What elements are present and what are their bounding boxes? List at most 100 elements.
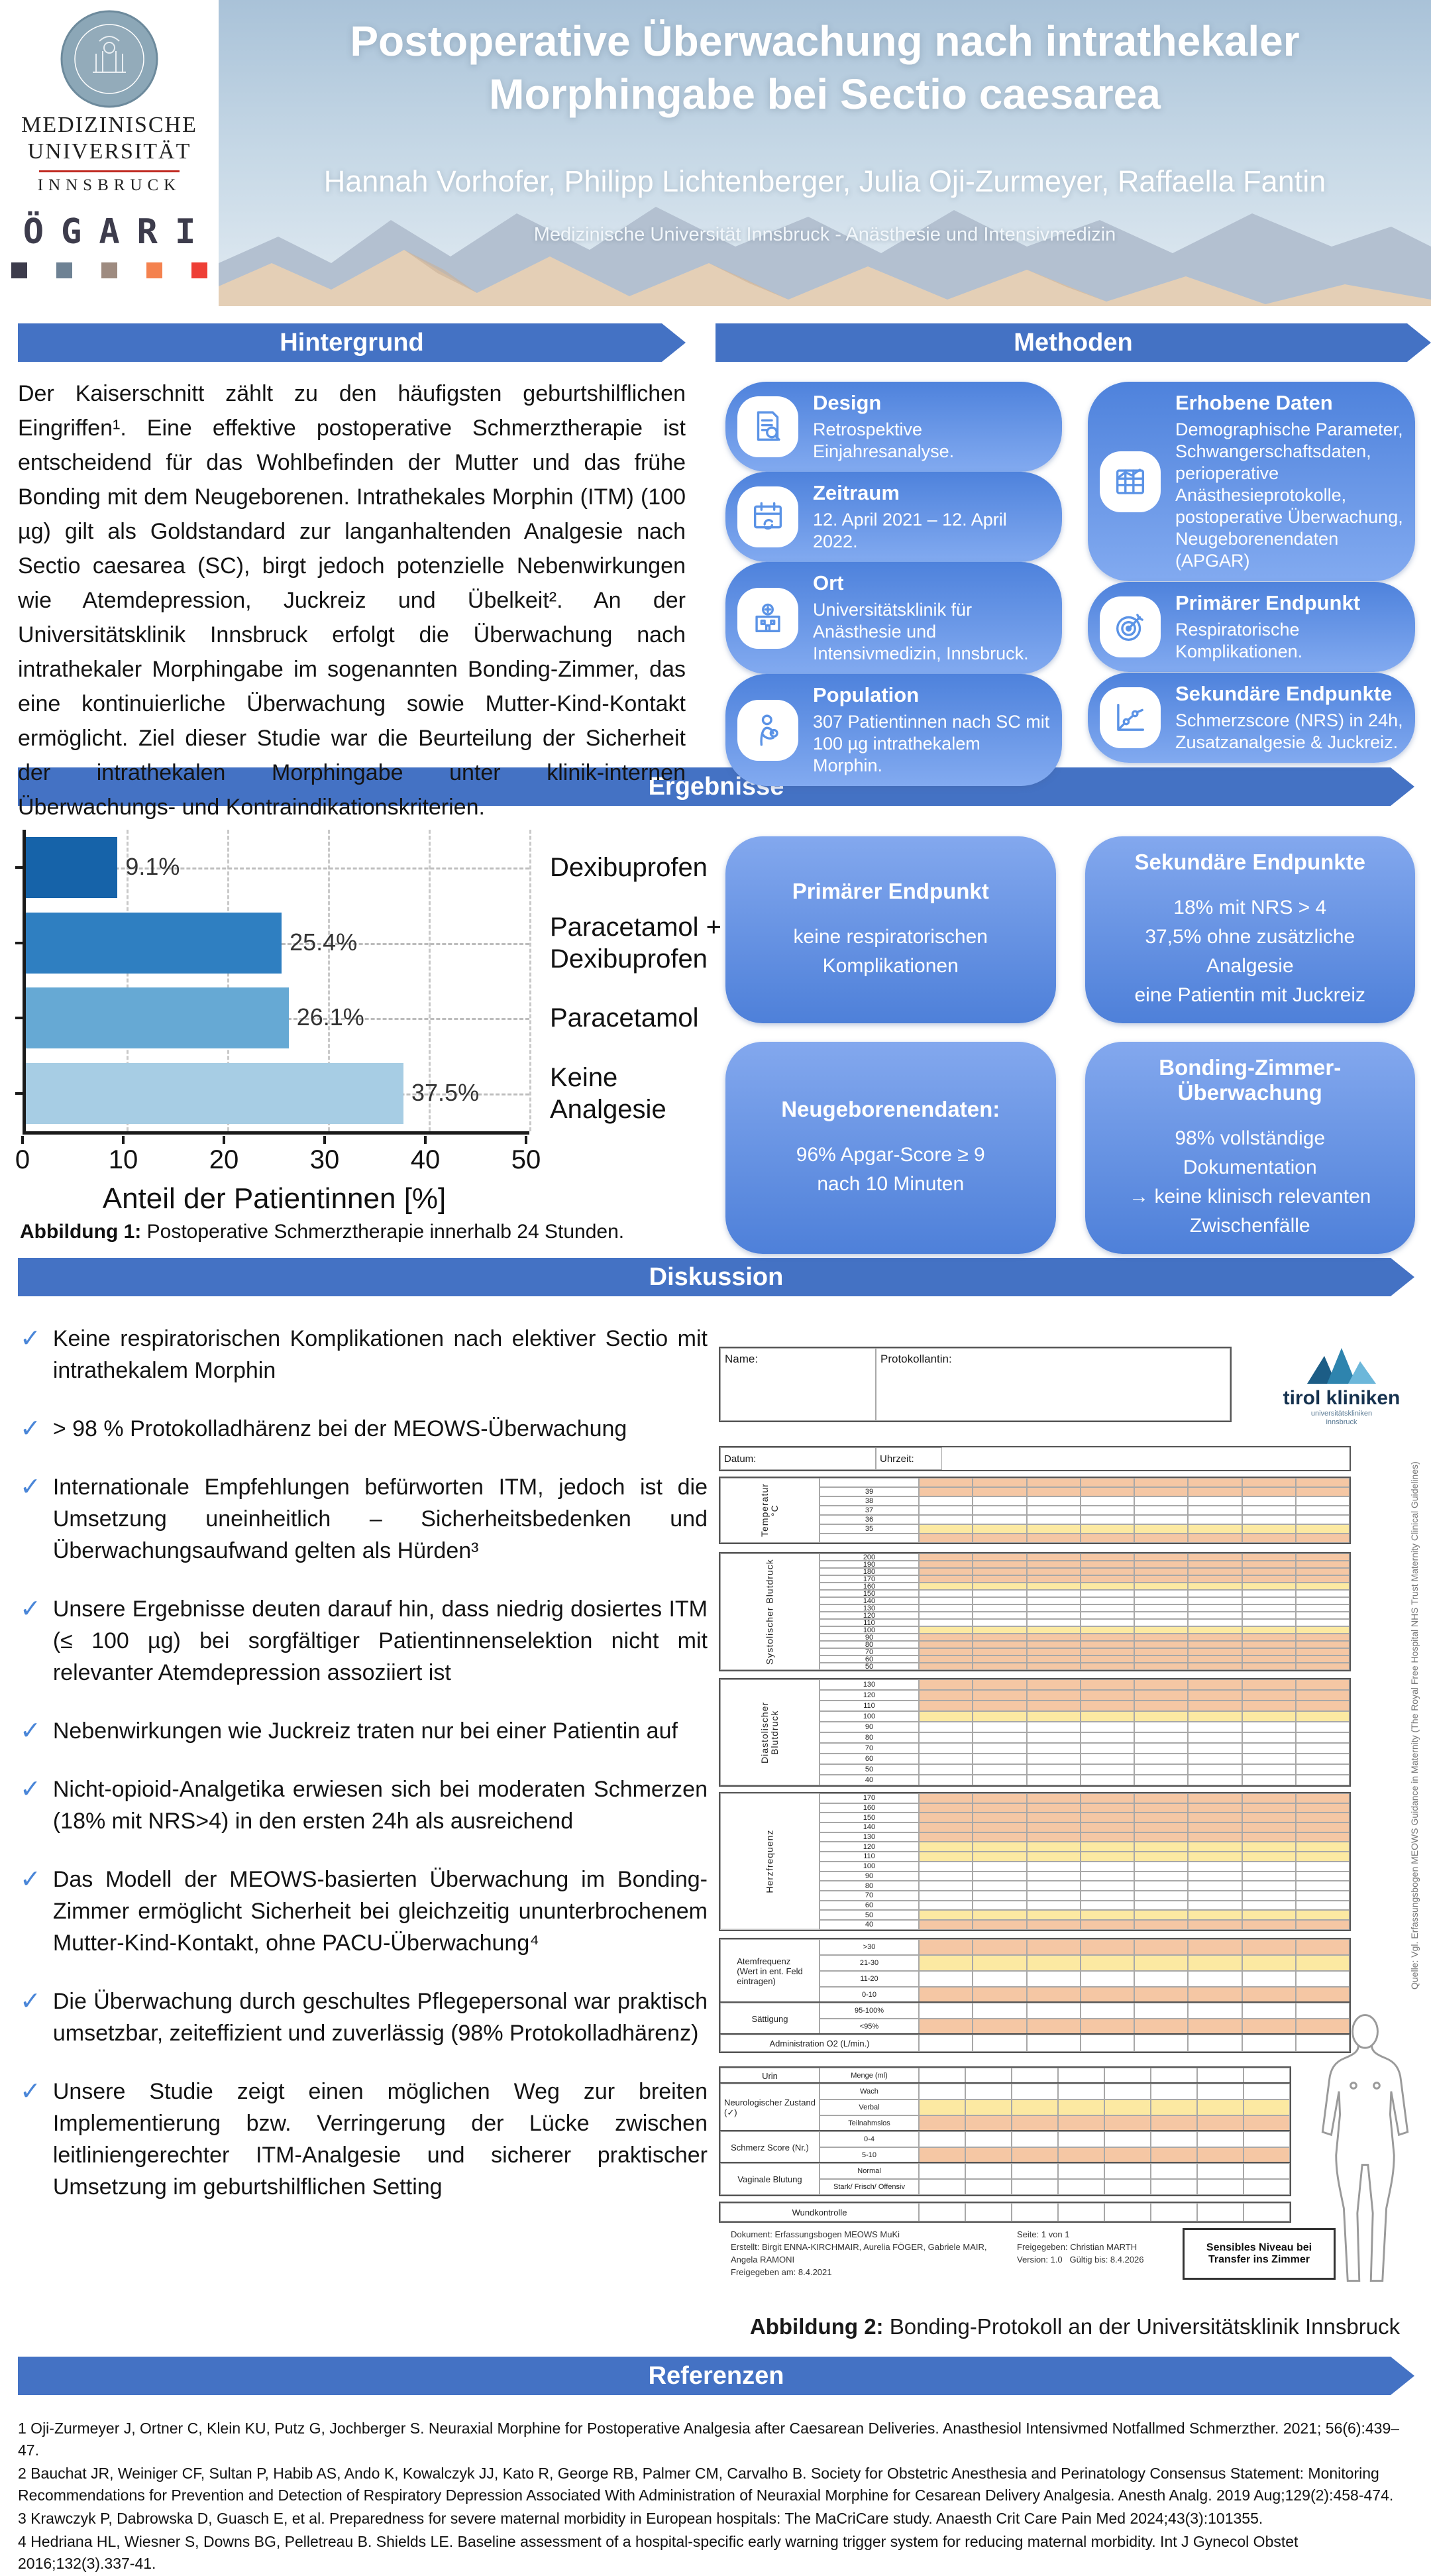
form-grid-cell [1188,1583,1242,1590]
form-grid-cell [1026,1590,1081,1597]
form-grid-cell [1188,1524,1242,1534]
form-datum-label: Datum: [720,1447,876,1470]
reference-list: 1 Oji-Zurmeyer J, Ortner C, Klein KU, Pu… [18,2418,1416,2576]
x-axis-tick [525,1136,527,1144]
data-table-icon [1100,451,1161,512]
result-box: Neugeborenendaten: 96% Apgar-Score ≥ 9 nac… [725,1042,1056,1254]
form-grid-cell [1295,1813,1350,1823]
form-grid-cell [1026,1822,1081,1832]
form-grid-cell [1242,1803,1296,1813]
form-grid-cell [1134,1561,1189,1568]
form-grid-cell [973,1910,1027,1920]
method-card-title: Zeitraum [813,481,900,504]
form-sensibles-niveau-box: Sensibles Niveau bei Transfer ins Zimmer [1183,2228,1336,2280]
method-card-text: Respiratorische Komplikationen. [1175,620,1303,661]
form-vitals-band: Herzfrequenz 170 160 150 140 130 120 110 100 90 80… [719,1792,1351,1931]
form-row-label: Systolischer Blutdruck [720,1553,820,1670]
form-grid-cell [973,1842,1027,1852]
form-grid-cell [973,1803,1027,1813]
form-grid-cell [1242,1701,1296,1711]
form-grid-cell [1134,1900,1189,1911]
form-grid-cell [1026,1478,1081,1487]
form-grid-cell [919,1822,973,1832]
form-grid-cell [1151,2115,1197,2131]
form-scale-cell: 130 [820,1679,919,1690]
form-grid-cell [973,1861,1027,1872]
chart-bar [26,836,118,898]
form-grid-cell [1188,1852,1242,1862]
form-grid-cell [973,1955,1027,1971]
form-grid-cell [1188,1663,1242,1670]
form-grid-cell [1080,1732,1134,1743]
form-grid-cell [1058,2068,1104,2084]
form-grid-cell [1242,1722,1296,1732]
check-icon: ✓ [20,1473,41,1501]
form-grid-cell [1080,1604,1134,1612]
form-grid-cell [919,1881,973,1891]
form-grid-cell [973,1575,1027,1583]
result-box-line: 37,5% ohne zusätzliche Analgesie [1145,926,1355,977]
ogari-letter: G [61,212,82,252]
form-grid-cell [1134,1842,1189,1852]
form-grid-cell [1188,1604,1242,1612]
result-box-line: Komplikationen [822,955,959,977]
form-scale-cell: 190 [820,1561,919,1568]
form-row-label: Vaginale Blutung [720,2163,820,2195]
form-grid-cell [973,1881,1027,1891]
form-scale-cell: 120 [820,1690,919,1701]
form-scale-cell: 90 [820,1634,919,1641]
form-grid-cell [1242,1955,1296,1971]
form-grid-cell [1188,1568,1242,1575]
form-grid-cell [973,1939,1027,1955]
form-grid-cell [1080,1852,1134,1862]
form-scale-cell: 50 [820,1663,919,1670]
x-axis-tick [21,1136,24,1144]
form-grid-cell [973,1813,1027,1823]
form-grid-cell [1295,1619,1350,1626]
form-scale-cell: 80 [820,1732,919,1743]
form-grid-cell [919,1722,973,1732]
form-grid-cell [1026,1775,1081,1785]
form-grid-cell [1104,2203,1151,2221]
form-grid-cell [1026,1534,1081,1543]
form-grid-cell [1188,1626,1242,1634]
ogari-letter: Ö [23,212,44,252]
banner-label: Referenzen [648,2361,784,2390]
form-grid-cell [1295,1852,1350,1862]
form-grid-cell [1295,1496,1350,1506]
form-grid-cell [1295,1711,1350,1722]
form-grid-cell [973,1496,1027,1506]
form-grid-cell [1026,1487,1081,1496]
form-grid-cell [1134,1679,1189,1690]
form-grid-cell [1026,1641,1081,1648]
form-grid-cell [1104,2068,1151,2084]
form-grid-cell [919,1775,973,1785]
form-grid-cell [1080,1743,1134,1754]
form-grid-cell [1242,1754,1296,1764]
form-grid-cell [1080,1822,1134,1832]
form-scale-cell: 120 [820,1612,919,1619]
form-scale-cell: 60 [820,1754,919,1764]
form-grid-cell [1026,1803,1081,1813]
form-grid-cell [1080,1871,1134,1881]
form-grid-cell [1080,1701,1134,1711]
form-row-label: Administration O2 (L/min.) [720,2035,919,2052]
form-grid-cell [973,1655,1027,1663]
chart-gridline [529,830,531,1131]
form-grid-cell [1244,2068,1290,2084]
form-grid-cell [1080,1722,1134,1732]
form-grid-cell [1026,1568,1081,1575]
form-grid-cell [1188,1553,1242,1561]
form-grid-cell [1242,1590,1296,1597]
form-grid-cell [973,1775,1027,1785]
form-scale-cell: 100 [820,1711,919,1722]
form-grid-cell [1104,2179,1151,2195]
form-grid-cell [1080,1793,1134,1803]
form-grid-cell [1295,1890,1350,1901]
form-scale-cell: 70 [820,1743,919,1754]
form-grid-cell [1188,1487,1242,1496]
form-grid-cell [1242,1861,1296,1872]
form-scale-cell: 38 [820,1496,919,1506]
form-row-label: Neurologischer Zustand (✓) [720,2084,820,2131]
form-grid-cell [1188,1832,1242,1842]
